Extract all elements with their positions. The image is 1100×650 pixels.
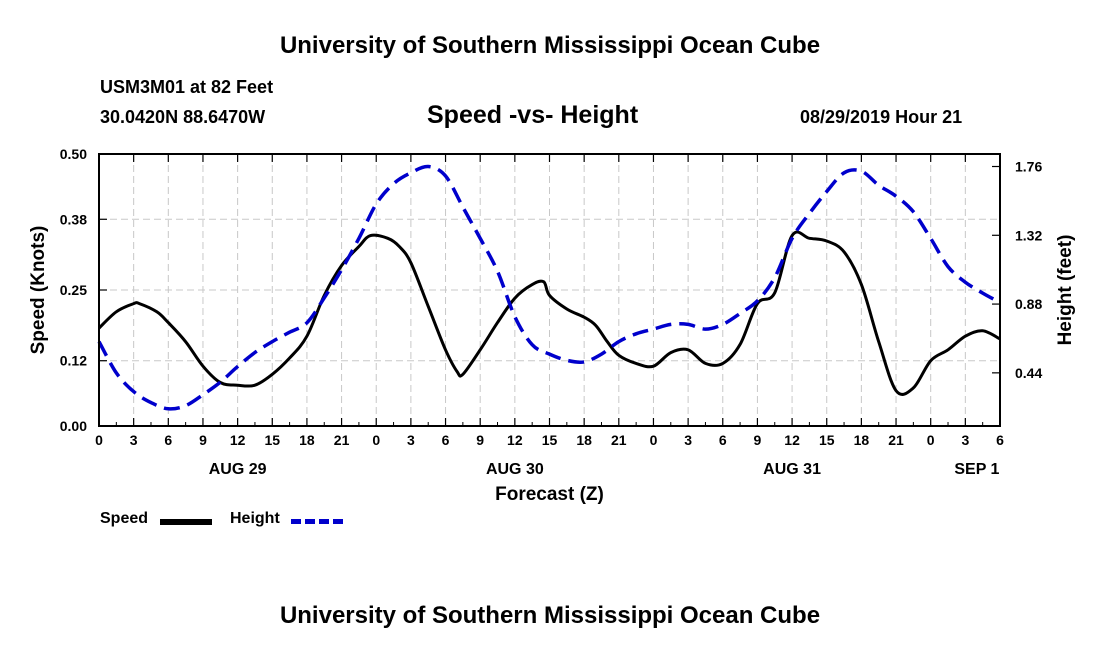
speed-height-chart: 0 3 6 9 12 15 18 21 0 3 6 9 12 15 18 21 0 3 6 9 12 15 18 21 0 3 6 0… [28,146,1076,505]
date-label: SEP 1 [954,461,999,478]
date-label: AUG 31 [763,461,821,478]
x-tick-label: 3 [684,432,692,448]
y-tick-label: 0.38 [60,211,87,227]
y-tick-label: 0.12 [60,353,87,369]
x-tick-label: 3 [961,432,969,448]
x-tick-label: 0 [372,432,380,448]
y-tick-label: 0.00 [60,418,87,434]
x-tick-label: 15 [819,432,835,448]
x-tick-label: 9 [754,432,762,448]
x-tick-label: 0 [95,432,103,448]
y-tick-label: 0.25 [60,282,87,298]
y2-axis-title: Height (feet) [1055,235,1076,346]
legend-height-label: Height [230,510,280,527]
x-tick-label: 0 [927,432,935,448]
chart-title: University of Southern Mississippi Ocean… [279,32,821,59]
x-tick-label: 6 [164,432,172,448]
date-label: AUG 30 [486,461,544,478]
legend-height-swatch [291,519,343,524]
forecast-datetime: 08/29/2019 Hour 21 [800,107,963,127]
x-tick-label: 21 [611,432,627,448]
chart-subtitle: Speed -vs- Height [427,101,639,129]
x-tick-label: 15 [542,432,558,448]
station-coords: 30.0420N 88.6470W [100,107,266,127]
y2-tick-label: 0.44 [1015,365,1042,381]
footer-title: University of Southern Mississippi Ocean… [279,602,821,629]
legend-speed-swatch [160,519,212,525]
y2-tick-label: 1.32 [1015,227,1042,243]
station-name: USM3M01 at 82 Feet [100,77,274,97]
y-tick-label: 0.50 [60,146,87,162]
y-axis-title: Speed (Knots) [28,226,49,355]
x-tick-label: 18 [299,432,315,448]
x-tick-label: 6 [996,432,1004,448]
y2-tick-label: 1.76 [1015,159,1042,175]
x-tick-label: 12 [507,432,523,448]
series-layer [97,164,1001,411]
x-tick-label: 12 [784,432,800,448]
tick-layer [98,153,1001,427]
grid-layer [99,154,1000,426]
x-tick-label: 9 [199,432,207,448]
x-tick-label: 6 [442,432,450,448]
x-tick-label: 15 [264,432,280,448]
label-layer: 0 3 6 9 12 15 18 21 0 3 6 9 12 15 18 21 0 3 6 9 12 15 18 21 0 3 6 0… [28,146,1076,505]
speed-series-line [97,230,1001,396]
date-label: AUG 29 [209,461,267,478]
y2-tick-label: 0.88 [1015,296,1042,312]
x-tick-label: 21 [334,432,350,448]
x-tick-label: 21 [888,432,904,448]
x-tick-label: 0 [650,432,658,448]
x-tick-label: 3 [130,432,138,448]
height-series-line [97,164,1001,411]
x-tick-label: 6 [719,432,727,448]
x-tick-label: 18 [576,432,592,448]
x-tick-label: 12 [230,432,246,448]
legend-speed-label: Speed [100,510,149,527]
x-tick-label: 9 [476,432,484,448]
x-axis-title: Forecast (Z) [495,484,604,505]
x-tick-label: 18 [854,432,870,448]
x-tick-label: 3 [407,432,415,448]
